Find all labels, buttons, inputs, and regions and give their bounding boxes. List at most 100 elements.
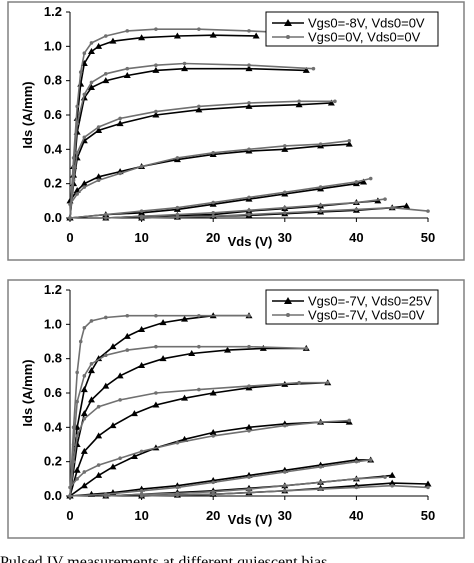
- series-line: [69, 177, 371, 219]
- data-point: [211, 150, 215, 155]
- x-tick-label: 20: [206, 508, 220, 523]
- data-point: [82, 92, 87, 97]
- data-point: [82, 185, 87, 189]
- data-point: [80, 447, 88, 454]
- data-point: [181, 65, 189, 72]
- x-tick-label: 0: [66, 508, 73, 523]
- data-point: [318, 465, 323, 469]
- data-point: [154, 109, 158, 114]
- data-point: [154, 313, 158, 318]
- data-point: [152, 401, 160, 408]
- data-point: [125, 348, 130, 352]
- y-tick-label: 0.4: [44, 141, 63, 156]
- data-point: [175, 156, 180, 160]
- data-point: [388, 471, 396, 478]
- series-line: [69, 314, 249, 497]
- data-point: [283, 205, 287, 210]
- data-point: [104, 216, 108, 220]
- data-point: [82, 470, 87, 474]
- data-point: [403, 202, 411, 209]
- data-point: [247, 475, 251, 479]
- y-tick-label: 1.0: [44, 316, 62, 331]
- data-point: [71, 178, 76, 183]
- data-point: [139, 449, 144, 454]
- data-point: [304, 346, 309, 351]
- series-1: [66, 31, 411, 221]
- legend-box: [265, 289, 439, 325]
- series-line: [69, 102, 332, 219]
- x-tick-label: 20: [206, 230, 220, 245]
- y-axis-label: Ids (A/mm): [20, 81, 35, 148]
- data-point: [138, 325, 146, 332]
- series-line: [69, 381, 328, 497]
- data-point: [252, 32, 260, 39]
- legend-marker: [284, 19, 292, 26]
- data-point: [104, 34, 108, 38]
- data-point: [318, 203, 323, 207]
- data-point: [82, 325, 87, 330]
- data-point: [109, 37, 117, 44]
- data-point: [318, 142, 323, 146]
- data-point: [109, 422, 117, 429]
- data-point: [71, 459, 76, 464]
- series-2: [68, 313, 430, 498]
- data-point: [247, 428, 251, 433]
- data-point: [68, 485, 72, 490]
- chart-bottom: 0.0 0.2 0.4 0.6 0.8 1.0 1.2 0 10 20 30 40 50 Vds (V) I…: [7, 279, 465, 539]
- data-point: [78, 70, 83, 74]
- data-point: [224, 346, 232, 353]
- data-point: [209, 389, 217, 396]
- data-point: [104, 212, 108, 217]
- chart-frame: [7, 279, 465, 539]
- data-point: [247, 147, 251, 152]
- data-point: [211, 480, 215, 485]
- data-point: [80, 410, 88, 417]
- data-point: [82, 135, 87, 140]
- data-point: [354, 207, 359, 212]
- data-point: [283, 190, 287, 195]
- data-point: [104, 72, 108, 76]
- data-point: [68, 216, 72, 220]
- chart-top: 0.0 0.2 0.4 0.6 0.8 1.0 1.2 0 10 20 30 40 50 Vds (V) I…: [7, 1, 465, 261]
- data-point: [302, 66, 310, 73]
- data-point: [125, 66, 130, 71]
- data-point: [318, 480, 323, 485]
- series-2: [68, 27, 430, 220]
- legend-marker: [284, 297, 292, 304]
- x-tick-label: 40: [349, 230, 363, 245]
- series-line: [69, 421, 350, 497]
- y-tick-label: 0.8: [44, 351, 62, 366]
- data-point: [368, 176, 373, 181]
- data-point: [138, 362, 146, 369]
- series-line: [69, 28, 285, 219]
- x-tick-label: 30: [278, 508, 292, 523]
- x-tick-label: 0: [66, 230, 73, 245]
- data-point: [390, 483, 395, 488]
- data-point: [123, 72, 131, 79]
- data-point: [211, 200, 215, 205]
- data-point: [118, 171, 122, 176]
- data-point: [125, 313, 130, 318]
- data-point: [95, 126, 103, 133]
- data-point: [173, 32, 181, 39]
- data-point: [139, 209, 144, 213]
- data-point: [318, 185, 323, 189]
- series-1: [66, 312, 432, 499]
- data-point: [325, 380, 330, 385]
- data-point: [197, 313, 201, 318]
- data-point: [175, 212, 180, 217]
- y-tick-label: 0.2: [44, 454, 62, 469]
- data-point: [138, 34, 146, 41]
- y-tick-label: 0.2: [44, 176, 62, 191]
- legend-marker: [286, 313, 290, 317]
- data-point: [109, 343, 117, 350]
- data-point: [125, 29, 130, 33]
- data-point: [104, 315, 108, 320]
- data-point: [426, 485, 430, 490]
- data-point: [297, 380, 301, 385]
- data-point: [283, 423, 287, 428]
- data-point: [281, 145, 289, 152]
- series-line: [69, 100, 335, 219]
- y-tick-label: 0.6: [44, 385, 62, 400]
